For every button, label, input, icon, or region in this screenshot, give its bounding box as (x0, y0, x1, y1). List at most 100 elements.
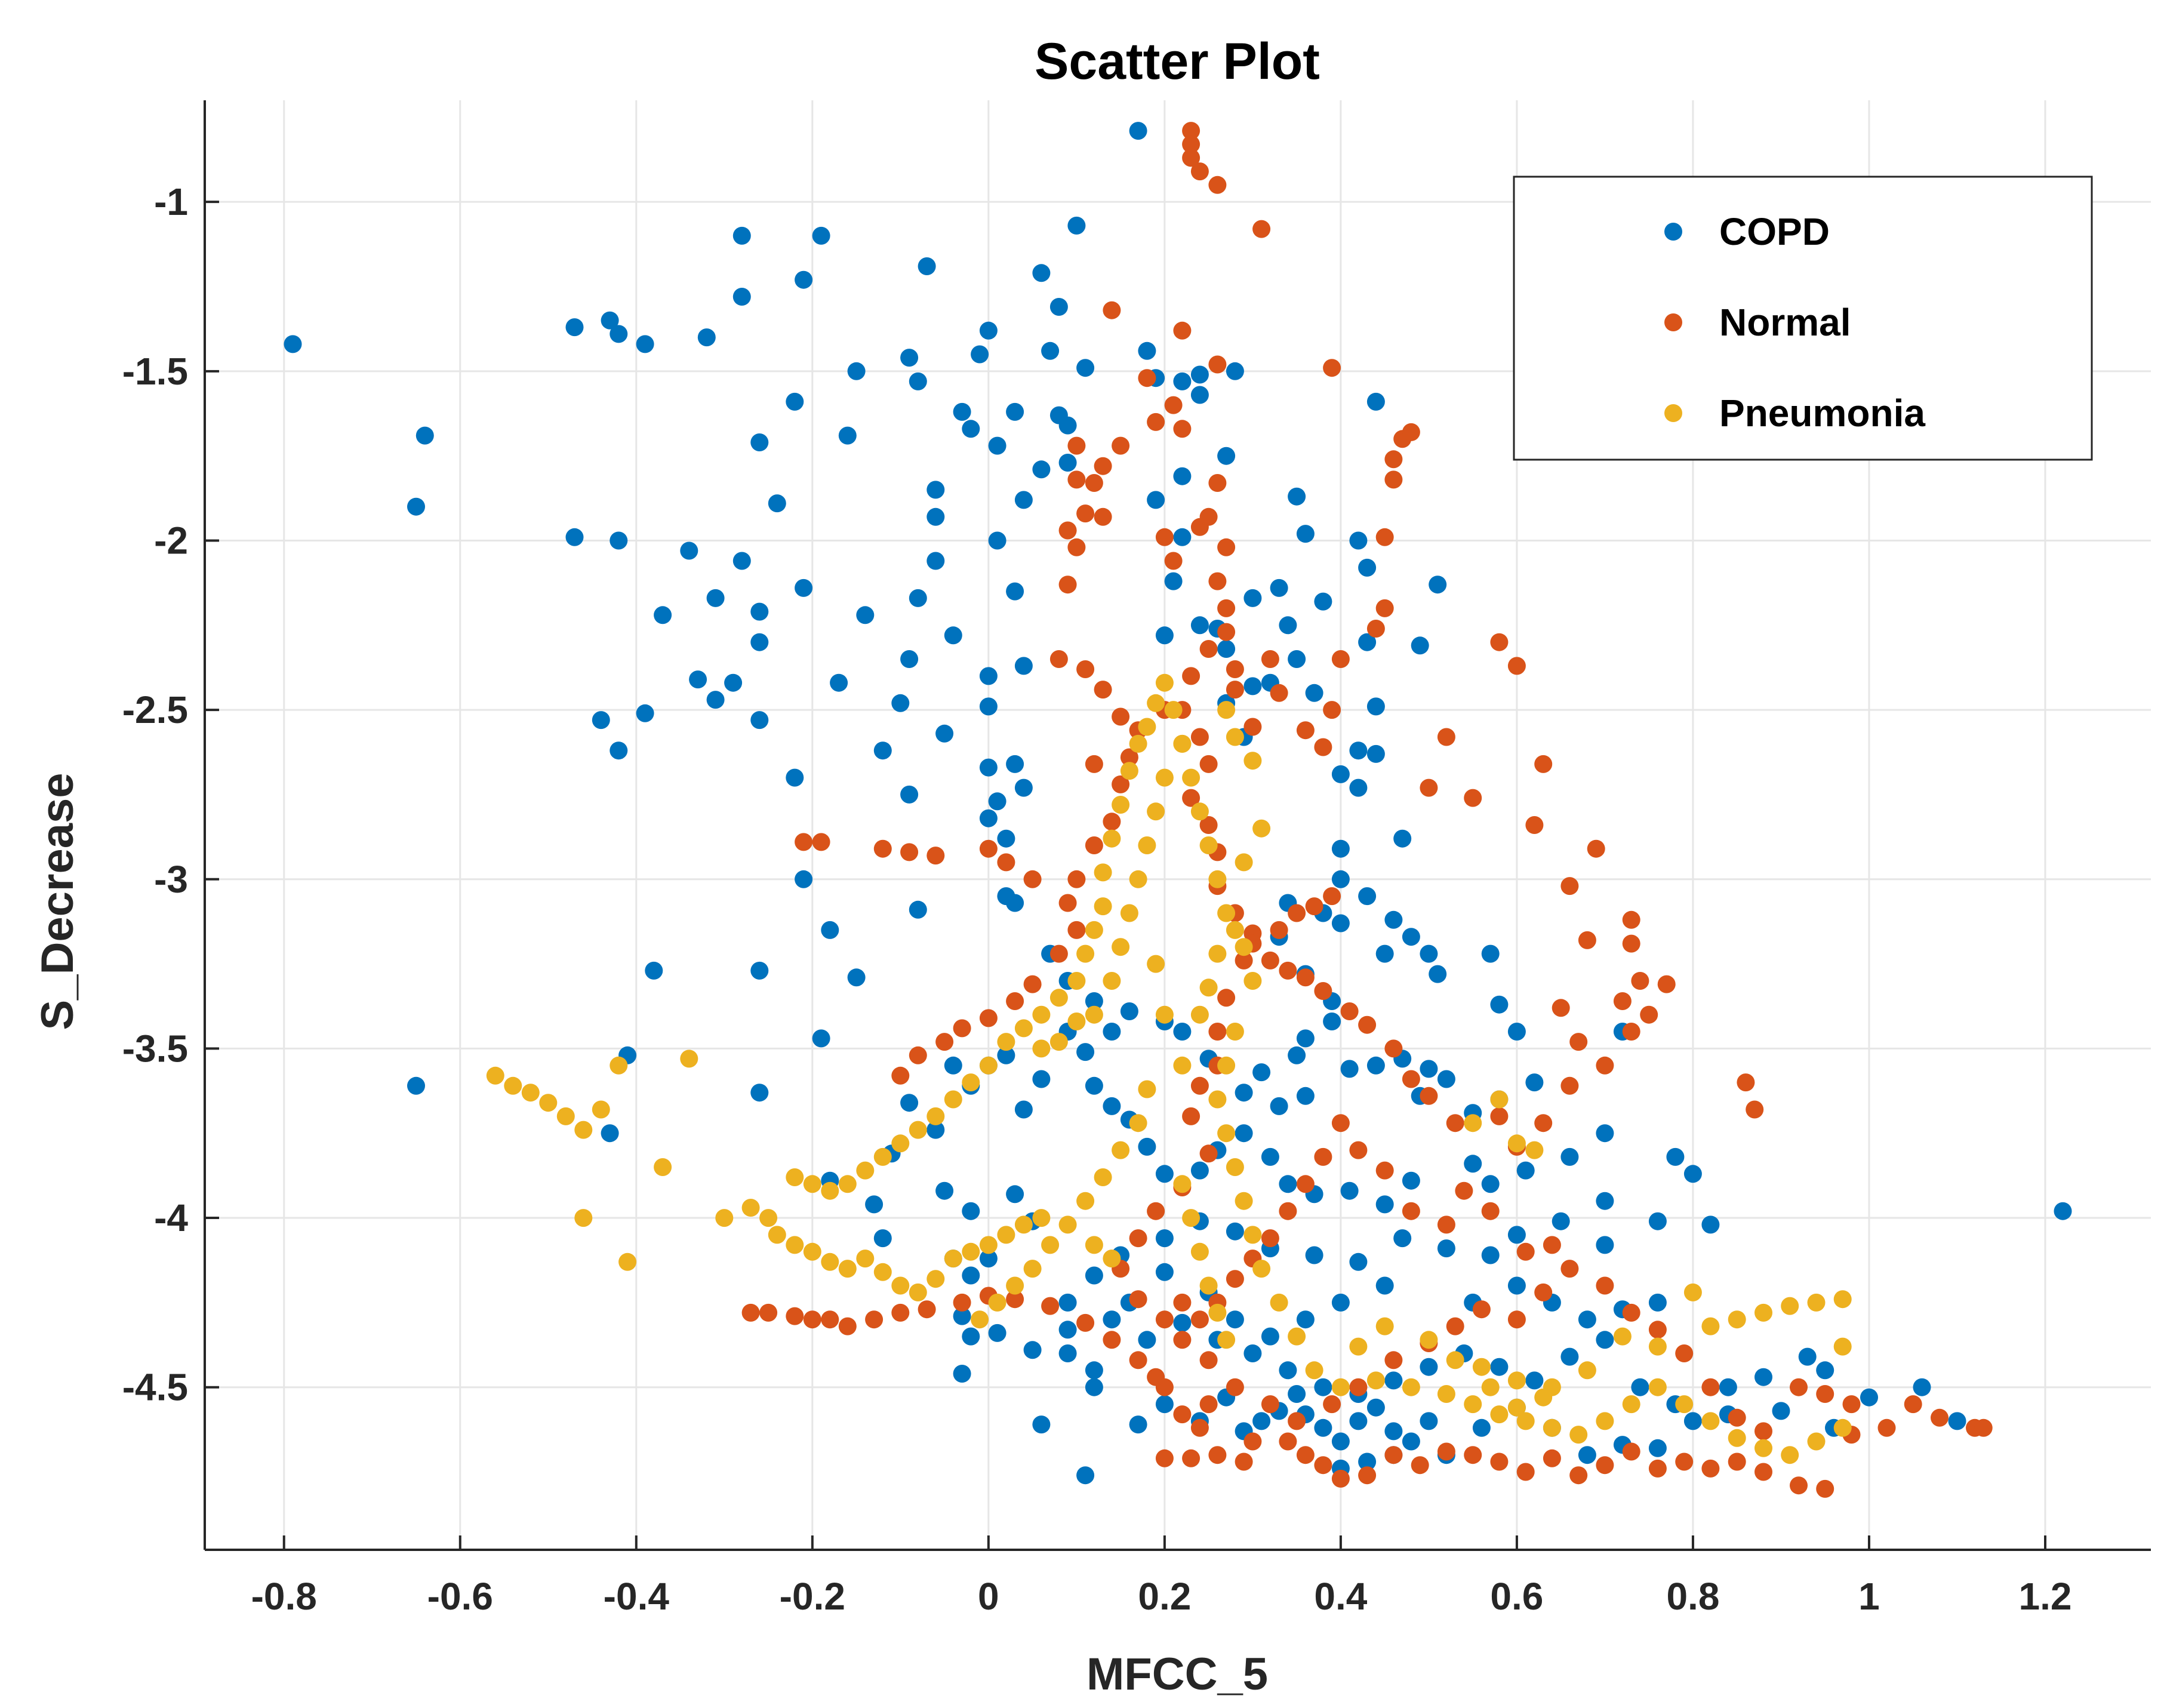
data-point (1587, 839, 1605, 858)
data-point (1507, 1310, 1526, 1329)
data-point (1270, 578, 1288, 597)
data-point (909, 372, 927, 390)
data-point (1006, 1185, 1024, 1204)
data-point (786, 392, 804, 411)
data-point (979, 1236, 998, 1254)
data-point (1384, 1371, 1403, 1390)
data-point (1331, 839, 1350, 858)
data-point (697, 328, 716, 347)
data-point (1578, 1446, 1596, 1464)
data-point (1464, 1155, 1482, 1173)
data-point (1296, 721, 1315, 740)
data-point (1560, 877, 1579, 895)
data-point (759, 1209, 778, 1227)
data-point (1067, 470, 1086, 489)
data-point (1701, 1412, 1720, 1430)
data-point (1103, 1331, 1121, 1349)
data-point (962, 420, 980, 438)
data-point (786, 1168, 804, 1186)
legend: COPD Normal Pneumonia (1513, 176, 2093, 461)
data-point (900, 1094, 919, 1112)
data-point (654, 1158, 672, 1176)
data-point (1006, 1276, 1024, 1295)
data-point (1525, 1371, 1544, 1390)
data-point (1129, 734, 1147, 753)
data-point (1472, 1358, 1491, 1376)
data-point (592, 1100, 610, 1119)
data-point (821, 1252, 839, 1271)
data-point (1420, 1060, 1438, 1078)
data-point (1164, 701, 1183, 719)
data-point (1129, 1114, 1147, 1132)
data-point (1067, 972, 1086, 990)
data-point (944, 1250, 962, 1268)
data-point (1323, 359, 1341, 377)
data-point (1085, 1266, 1103, 1285)
data-point (1217, 623, 1236, 641)
data-point (1631, 972, 1649, 990)
data-point (1552, 999, 1570, 1017)
data-point (1349, 1141, 1368, 1159)
data-point (1560, 1347, 1579, 1366)
data-point (1032, 264, 1051, 282)
data-point (1375, 528, 1394, 546)
data-point (1182, 789, 1201, 807)
data-point (1701, 1378, 1720, 1396)
y-axis-label: S_Decrease (32, 773, 83, 1030)
data-point (1481, 1202, 1500, 1220)
data-point (1384, 1446, 1403, 1464)
data-point (979, 697, 998, 716)
data-point (1129, 122, 1147, 140)
data-point (1270, 684, 1288, 702)
data-point (900, 843, 919, 861)
data-point (741, 1199, 760, 1217)
data-point (1596, 1192, 1614, 1210)
data-point (601, 1124, 619, 1143)
data-point (918, 1300, 936, 1319)
x-tick-label: -0.6 (427, 1575, 493, 1618)
data-point (1340, 1181, 1359, 1200)
data-point (1464, 1395, 1482, 1414)
data-point (1384, 910, 1403, 929)
data-point (1235, 853, 1253, 872)
data-point (486, 1066, 504, 1085)
data-point (786, 1236, 804, 1254)
data-point (1596, 1412, 1614, 1430)
data-point (918, 257, 936, 275)
data-point (1164, 572, 1183, 590)
data-point (1235, 951, 1253, 970)
data-point (1094, 897, 1112, 916)
data-point (1490, 995, 1509, 1014)
data-point (1622, 1023, 1640, 1041)
data-point (574, 1121, 593, 1139)
data-point (1648, 1439, 1667, 1457)
data-point (1190, 386, 1209, 404)
data-point (1067, 216, 1086, 235)
data-point (1173, 1175, 1192, 1193)
data-point (1076, 1043, 1095, 1061)
data-point (1243, 1226, 1262, 1244)
data-point (1094, 457, 1112, 475)
data-point (1420, 778, 1438, 797)
data-point (1173, 372, 1192, 390)
data-point (565, 318, 584, 337)
data-point (1058, 1344, 1077, 1362)
data-point (1288, 1327, 1306, 1346)
data-point (1217, 447, 1236, 465)
data-point (1719, 1378, 1737, 1396)
data-point (997, 853, 1015, 872)
data-point (706, 691, 725, 709)
data-point (1728, 1310, 1746, 1329)
data-point (971, 1310, 989, 1329)
data-point (1058, 416, 1077, 435)
data-point (1076, 504, 1095, 523)
data-point (1208, 1446, 1227, 1464)
data-point (1226, 660, 1244, 678)
data-point (1041, 1236, 1060, 1254)
data-point (1622, 934, 1640, 953)
data-point (1006, 402, 1024, 421)
data-point (979, 321, 998, 340)
data-point (988, 531, 1006, 550)
data-point (1217, 640, 1236, 658)
data-point (750, 961, 769, 980)
